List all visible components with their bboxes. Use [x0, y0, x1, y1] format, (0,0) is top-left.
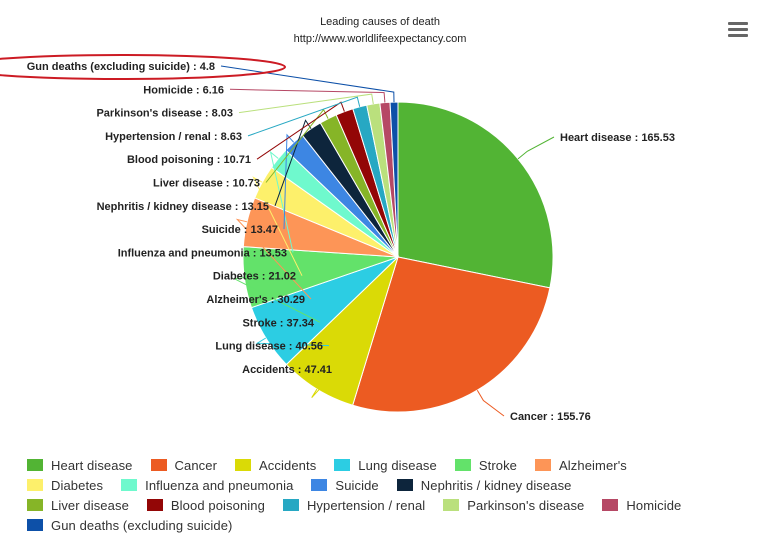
legend-label: Gun deaths (excluding suicide)	[51, 517, 233, 533]
legend-swatch	[235, 459, 252, 471]
data-label-alzheimer-s: Alzheimer's : 30.29	[206, 294, 305, 306]
legend-item-lung-disease[interactable]: Lung disease	[334, 458, 437, 473]
legend-swatch	[454, 459, 471, 471]
legend-swatch	[150, 459, 167, 471]
legend-swatch	[334, 459, 351, 471]
data-label-accidents: Accidents : 47.41	[242, 364, 332, 376]
connector-stroke	[232, 277, 321, 323]
connector-alzheimer-s	[235, 218, 312, 300]
data-label-liver-disease: Liver disease : 10.73	[153, 178, 260, 190]
data-labels: Heart disease : 165.53 Cancer : 155.76 Acc…	[27, 61, 675, 423]
legend-item-nephritis-kidney-disease[interactable]: Nephritis / kidney disease	[396, 477, 572, 493]
data-label-suicide: Suicide : 13.47	[202, 224, 278, 236]
legend-item-influenza-and-pneumonia[interactable]: Influenza and pneumonia	[121, 478, 293, 493]
legend-label: Suicide	[335, 477, 379, 493]
connector-lung-disease	[255, 337, 330, 347]
connector-hypertension-renal	[247, 96, 361, 137]
chart-subtitle: http://www.worldlifeexpectancy.com	[294, 33, 467, 45]
data-label-parkinson-s-disease: Parkinson's disease : 8.03	[96, 108, 233, 120]
legend-row: Diabetes Influenza and pneumonia Suicide Ne…	[27, 475, 752, 495]
connector-heart-disease	[517, 136, 555, 160]
legend-label: Stroke	[478, 457, 518, 473]
data-label-blood-poisoning: Blood poisoning : 10.71	[127, 154, 251, 166]
legend-item-hypertension-renal[interactable]: Hypertension / renal	[282, 497, 426, 513]
chart-title: Leading causes of death	[320, 16, 440, 28]
legend-item-alzheimer-s[interactable]: Alzheimer's	[535, 458, 627, 473]
legend-label: Alzheimer's	[559, 457, 627, 473]
connector-parkinson-s-disease	[238, 93, 374, 114]
connector-homicide	[229, 88, 386, 103]
connector-cancer	[476, 389, 505, 417]
data-label-diabetes: Diabetes : 21.02	[213, 271, 296, 283]
legend-label: Blood poisoning	[170, 497, 265, 513]
data-label-heart-disease: Heart disease : 165.53	[560, 132, 675, 144]
legend-swatch	[443, 499, 460, 511]
legend-swatch	[27, 479, 43, 491]
legend-item-blood-poisoning[interactable]: Blood poisoning	[146, 497, 265, 513]
legend-item-accidents[interactable]: Accidents	[235, 458, 316, 473]
legend-row: Gun deaths (excluding suicide)	[27, 515, 752, 535]
legend-swatch	[282, 499, 299, 511]
legend-swatch	[535, 459, 552, 471]
legend-swatch	[311, 479, 328, 491]
connector-nephritis-kidney-disease	[274, 119, 312, 206]
legend-label: Parkinson's disease	[467, 497, 585, 513]
legend-swatch	[27, 499, 43, 511]
legend-label: Cancer	[174, 457, 218, 473]
data-label-hypertension-renal: Hypertension / renal : 8.63	[105, 131, 242, 143]
legend-label: Heart disease	[51, 457, 133, 473]
legend-label: Influenza and pneumonia	[145, 477, 294, 493]
pie-slice-cancer[interactable]	[352, 256, 551, 413]
data-label-nephritis-kidney-disease: Nephritis / kidney disease : 13.15	[97, 201, 269, 213]
connector-diabetes	[252, 176, 303, 276]
legend-label: Diabetes	[51, 477, 104, 493]
data-label-gun-deaths-excluding-suicide: Gun deaths (excluding suicide) : 4.8	[27, 61, 215, 73]
connector-liver-disease	[265, 108, 329, 183]
data-label-lung-disease: Lung disease : 40.56	[215, 341, 323, 353]
connector-suicide	[283, 133, 295, 230]
highlight-ellipse	[0, 54, 286, 80]
legend-item-gun-deaths-excluding-suicide[interactable]: Gun deaths (excluding suicide)	[27, 518, 233, 533]
legend-swatch	[27, 459, 43, 471]
legend-item-liver-disease[interactable]: Liver disease	[27, 498, 129, 513]
connector-influenza-and-pneumonia	[269, 150, 294, 253]
legend-label: Hypertension / renal	[306, 497, 426, 513]
pie-slices	[242, 101, 554, 413]
legend-label: Lung disease	[358, 457, 437, 473]
data-label-homicide: Homicide : 6.16	[143, 84, 224, 96]
data-label-stroke: Stroke : 37.34	[242, 317, 314, 329]
legend-label: Accidents	[259, 457, 317, 473]
legend-row: Liver disease Blood poisoning Hypertension…	[27, 495, 752, 515]
legend-item-diabetes[interactable]: Diabetes	[27, 478, 103, 493]
legend-label: Liver disease	[51, 497, 129, 513]
legend-item-suicide[interactable]: Suicide	[311, 477, 379, 493]
pie-slice-heart-disease[interactable]	[397, 101, 554, 289]
legend-label: Nephritis / kidney disease	[420, 477, 572, 493]
data-label-cancer: Cancer : 155.76	[510, 411, 591, 423]
hamburger-menu-icon	[728, 22, 748, 25]
chart-menu-button[interactable]	[728, 22, 748, 38]
legend-row: Heart disease Cancer Accidents Lung disease…	[27, 455, 752, 475]
pie-chart: Leading causes of death http://www.world…	[0, 16, 675, 423]
connector-blood-poisoning	[256, 101, 345, 160]
legend-swatch	[396, 479, 413, 491]
legend-item-cancer[interactable]: Cancer	[150, 457, 218, 473]
legend-swatch	[121, 479, 138, 491]
data-label-influenza-and-pneumonia: Influenza and pneumonia : 13.53	[118, 247, 287, 259]
legend-item-homicide[interactable]: Homicide	[602, 498, 681, 513]
legend-swatch	[27, 519, 43, 531]
chart-legend: Heart disease Cancer Accidents Lung disease…	[27, 455, 752, 535]
connector-accidents	[311, 368, 339, 398]
label-connectors	[220, 65, 555, 417]
legend-swatch	[146, 499, 163, 511]
legend-item-parkinson-s-disease[interactable]: Parkinson's disease	[443, 498, 584, 513]
legend-item-stroke[interactable]: Stroke	[454, 457, 518, 473]
connector-gun-deaths-excluding-suicide	[220, 65, 395, 103]
legend-swatch	[602, 499, 619, 511]
legend-label: Homicide	[626, 497, 682, 513]
legend-item-heart-disease[interactable]: Heart disease	[27, 458, 133, 473]
